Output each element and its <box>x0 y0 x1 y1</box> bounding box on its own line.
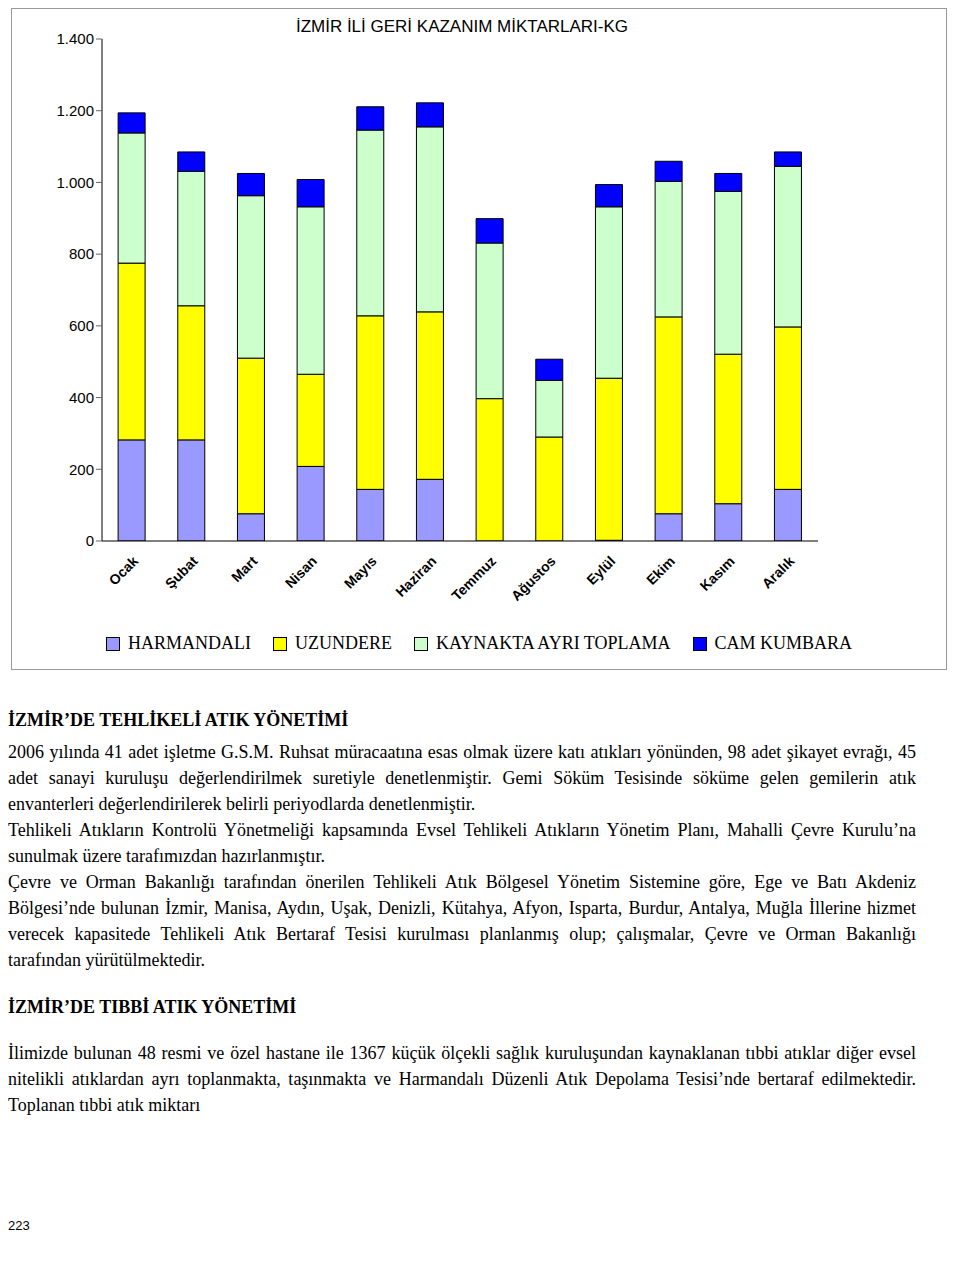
svg-text:Ağustos: Ağustos <box>508 553 559 604</box>
svg-text:Mayıs: Mayıs <box>341 553 380 592</box>
svg-text:800: 800 <box>69 245 94 262</box>
html-text:KAYNAKTA AYRI TOPLAMA: KAYNAKTA AYRI TOPLAMA <box>435 633 671 653</box>
svg-text:Kasım: Kasım <box>697 553 738 594</box>
svg-text:1.200: 1.200 <box>56 102 94 119</box>
svg-text:0: 0 <box>86 532 94 549</box>
html-text:2006 yılında 41 adet işletme G: 2006 yılında 41 adet işletme G.S.M. Ruhs… <box>8 742 916 814</box>
svg-text:200: 200 <box>69 461 94 478</box>
svg-text:Aralık: Aralık <box>759 553 798 592</box>
svg-text:1.000: 1.000 <box>56 174 94 191</box>
html-text:Çevre ve Orman Bakanlığı taraf: Çevre ve Orman Bakanlığı tarafından öner… <box>8 872 916 970</box>
html-text:HARMANDALI: HARMANDALI <box>127 633 251 653</box>
svg-text:Nisan: Nisan <box>282 553 320 591</box>
svg-text:Temmuz: Temmuz <box>448 553 499 604</box>
html-text:İZMİR’DE TEHLİKELİ ATIK YÖNETİ: İZMİR’DE TEHLİKELİ ATIK YÖNETİMİ <box>8 710 349 730</box>
svg-text:Ekim: Ekim <box>643 553 678 588</box>
html-text:İZMİR İLİ GERİ KAZANIM MİKTARL: İZMİR İLİ GERİ KAZANIM MİKTARLARI-KG <box>295 17 629 36</box>
html-text:İZMİR’DE TIBBİ ATIK YÖNETİMİ: İZMİR’DE TIBBİ ATIK YÖNETİMİ <box>8 997 297 1017</box>
svg-text:Şubat: Şubat <box>162 553 201 592</box>
svg-text:Mart: Mart <box>228 553 260 585</box>
svg-text:Ocak: Ocak <box>105 553 141 589</box>
svg-text:1.400: 1.400 <box>56 30 94 47</box>
html-text:UZUNDERE: UZUNDERE <box>294 633 392 653</box>
html-text:223: 223 <box>8 1218 30 1233</box>
svg-text:Haziran: Haziran <box>392 553 439 600</box>
html-text:CAM KUMBARA: CAM KUMBARA <box>714 633 853 653</box>
svg-text:400: 400 <box>69 389 94 406</box>
svg-text:600: 600 <box>69 317 94 334</box>
svg-text:Eylül: Eylül <box>583 553 618 588</box>
html-text:Tehlikeli Atıkların Kontrolü Y: Tehlikeli Atıkların Kontrolü Yönetmeliği… <box>8 820 916 866</box>
html-text:İlimizde bulunan 48 resmi ve ö: İlimizde bulunan 48 resmi ve özel hastan… <box>8 1043 916 1115</box>
